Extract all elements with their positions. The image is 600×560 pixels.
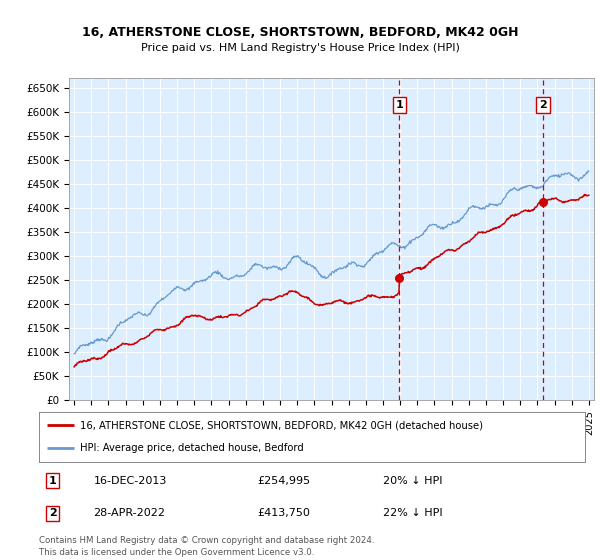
Text: 1: 1	[395, 100, 403, 110]
Text: Price paid vs. HM Land Registry's House Price Index (HPI): Price paid vs. HM Land Registry's House …	[140, 43, 460, 53]
Text: Contains HM Land Registry data © Crown copyright and database right 2024.
This d: Contains HM Land Registry data © Crown c…	[39, 536, 374, 557]
Text: 20% ↓ HPI: 20% ↓ HPI	[383, 476, 442, 486]
Text: HPI: Average price, detached house, Bedford: HPI: Average price, detached house, Bedf…	[80, 444, 304, 454]
Text: 2: 2	[49, 508, 56, 518]
Text: 2: 2	[539, 100, 547, 110]
Text: 1: 1	[49, 476, 56, 486]
Text: £413,750: £413,750	[257, 508, 310, 518]
Text: 28-APR-2022: 28-APR-2022	[94, 508, 166, 518]
Text: 22% ↓ HPI: 22% ↓ HPI	[383, 508, 443, 518]
Text: 16, ATHERSTONE CLOSE, SHORTSTOWN, BEDFORD, MK42 0GH: 16, ATHERSTONE CLOSE, SHORTSTOWN, BEDFOR…	[82, 26, 518, 39]
Text: £254,995: £254,995	[257, 476, 311, 486]
Text: 16, ATHERSTONE CLOSE, SHORTSTOWN, BEDFORD, MK42 0GH (detached house): 16, ATHERSTONE CLOSE, SHORTSTOWN, BEDFOR…	[80, 420, 483, 430]
Text: 16-DEC-2013: 16-DEC-2013	[94, 476, 167, 486]
